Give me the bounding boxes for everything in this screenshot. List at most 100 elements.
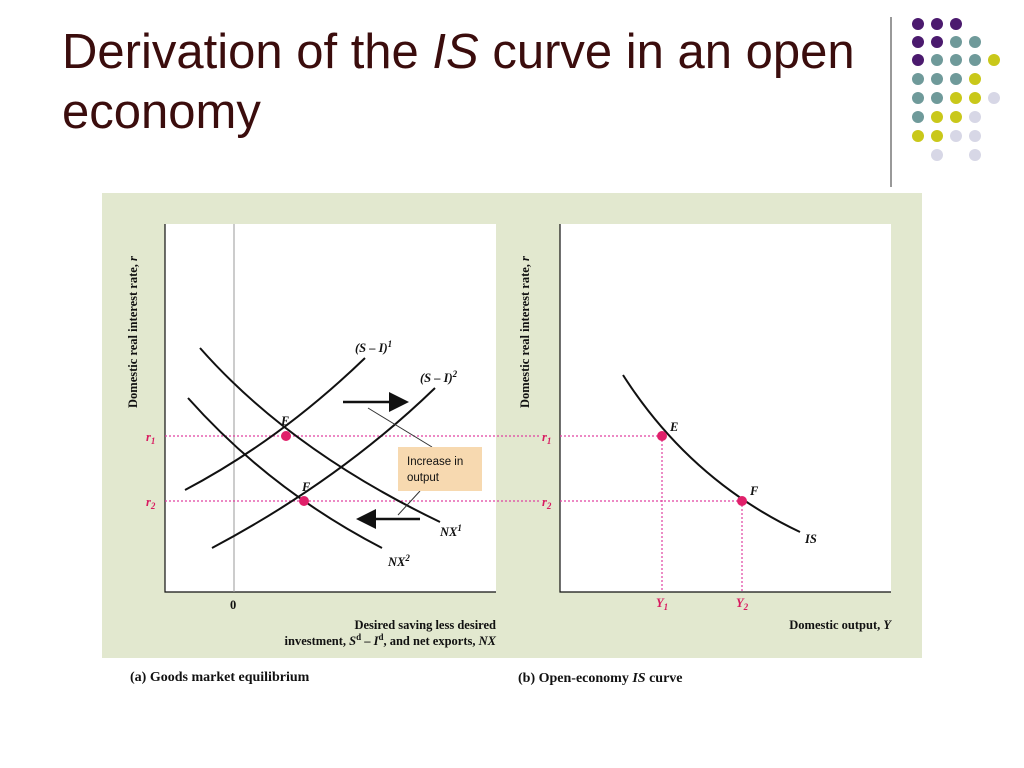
text-part: r [542, 495, 547, 509]
text-part: r [146, 495, 151, 509]
callout-text: output [407, 472, 440, 484]
shape [912, 36, 924, 48]
shape [950, 36, 962, 48]
shape [950, 54, 962, 66]
shape [950, 130, 962, 142]
shape [950, 73, 962, 85]
point-f-label: F [749, 484, 759, 498]
point-f [737, 496, 747, 506]
callout-leader [367, 407, 433, 448]
text-part: Domestic real interest rate, [126, 261, 140, 408]
title-italic: IS [432, 25, 479, 79]
text-part: 2 [546, 501, 552, 511]
shape [969, 111, 981, 123]
shape [931, 111, 943, 123]
shape [988, 54, 1000, 66]
x-axis-label: Domestic output, Y [789, 618, 892, 632]
nx1-curve [199, 347, 441, 523]
title-text: curve in an open economy [62, 25, 855, 139]
caption: (b) Open-economy IS curve [518, 671, 683, 686]
si1-curve [184, 357, 366, 491]
text-part: curve [646, 671, 683, 686]
text-part: 1 [388, 339, 393, 349]
nx1-label: NX1 [439, 523, 462, 539]
text-part: 1 [547, 436, 552, 446]
caption: (a) Goods market equilibrium [130, 670, 310, 685]
text-part: (S – I) [420, 371, 453, 385]
shape [931, 92, 943, 104]
nx2-curve [187, 397, 383, 549]
shape [950, 92, 962, 104]
text-part: r [518, 256, 532, 261]
text-part: I [373, 634, 380, 648]
shape [950, 18, 962, 30]
text-part: 1 [664, 602, 669, 612]
text-part: d [356, 632, 361, 642]
y-axis-label: Domestic real interest rate, r [518, 256, 532, 408]
x-axis-label: investment, Sd – Id, and net exports, NX [285, 632, 497, 648]
point-e [281, 431, 291, 441]
slide-title: Derivation of the IS curve in an open ec… [62, 22, 862, 142]
shape [912, 54, 924, 66]
shape [969, 73, 981, 85]
text-part: d [378, 632, 383, 642]
text-part: r [126, 256, 140, 261]
text-part: NX [478, 634, 497, 648]
axes-b [559, 224, 891, 593]
text-part: 2 [150, 501, 156, 511]
callout-text: Increase in [407, 456, 463, 468]
text-part: Y [736, 596, 745, 610]
shape [931, 73, 943, 85]
text-part: S [349, 634, 356, 648]
text-part: IS [631, 671, 645, 686]
shape [969, 149, 981, 161]
text-part: (b) Open-economy [518, 671, 632, 686]
r2-label: r2 [542, 495, 552, 511]
y-axis-label: Domestic real interest rate, r [126, 256, 140, 408]
point-e-label: E [669, 420, 678, 434]
text-part: 1 [457, 523, 462, 533]
text-part: NX [439, 525, 458, 539]
zero-label: 0 [230, 598, 236, 612]
text-part: investment, [285, 634, 350, 648]
point-f [299, 496, 309, 506]
nx2-label: NX2 [387, 553, 410, 569]
title-text: Derivation of the [62, 25, 433, 79]
text-part: , and net exports, [383, 634, 478, 648]
y2-label: Y2 [736, 596, 749, 612]
shape [931, 54, 943, 66]
shape [931, 149, 943, 161]
point-e-label: E [280, 414, 289, 428]
is-curve [622, 374, 801, 533]
si1-label: (S – I)1 [355, 339, 392, 355]
text-part: NX [387, 555, 406, 569]
r2-label: r2 [146, 495, 156, 511]
si2-curve [211, 387, 436, 549]
point-e [657, 431, 667, 441]
shape [950, 111, 962, 123]
text-part: 2 [743, 602, 749, 612]
x-axis-label: Desired saving less desired [354, 618, 496, 632]
si2-label: (S – I)2 [420, 369, 458, 385]
text-part: Y [883, 618, 892, 632]
text-part: r [542, 430, 547, 444]
text-part: Domestic real interest rate, [518, 261, 532, 408]
text-part: 2 [404, 553, 410, 563]
callout-leader [397, 490, 421, 516]
panel-a-plot [165, 224, 496, 592]
shape [912, 111, 924, 123]
text-part: 2 [452, 369, 458, 379]
shape [931, 36, 943, 48]
text-part: Domestic output, [789, 618, 883, 632]
decor-dots [912, 18, 1000, 161]
text-part: – [361, 634, 374, 648]
shape [912, 92, 924, 104]
shape [912, 73, 924, 85]
text-part: 1 [151, 436, 156, 446]
shape [969, 92, 981, 104]
shape [988, 92, 1000, 104]
is-label: IS [804, 532, 817, 546]
text-part: (S – I) [355, 341, 388, 355]
